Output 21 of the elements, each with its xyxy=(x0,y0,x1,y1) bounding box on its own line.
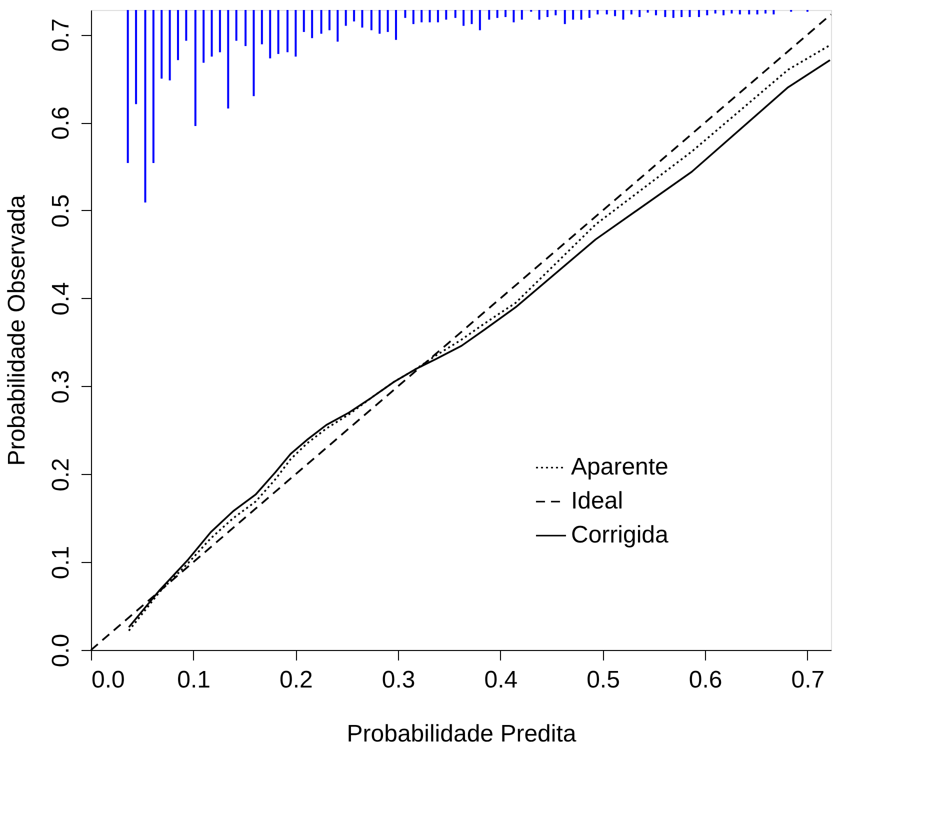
x-tick-label: 0.3 xyxy=(382,666,416,694)
x-tick-label: 0.0 xyxy=(92,666,125,694)
y-tick-label: 0.5 xyxy=(48,194,74,228)
legend-label: Aparente xyxy=(571,454,668,481)
y-tick-label: 0.2 xyxy=(48,458,74,492)
x-tick-label: 0.1 xyxy=(177,666,211,694)
y-tick-label: 0.1 xyxy=(48,546,74,580)
y-tick-label: 0.6 xyxy=(48,106,74,140)
y-tick-label: 0.3 xyxy=(48,370,74,404)
y-tick-label: 0.0 xyxy=(48,634,74,668)
y-tick-label: 0.7 xyxy=(48,18,74,52)
x-tick-label: 0.6 xyxy=(688,666,722,694)
x-axis-title: Probabilidade Predita xyxy=(346,720,577,748)
x-tick-label: 0.4 xyxy=(484,666,518,694)
x-tick-label: 0.7 xyxy=(791,666,825,694)
x-tick-label: 0.5 xyxy=(586,666,620,694)
legend-label: Corrigida xyxy=(571,522,670,549)
y-axis-title: Probabilidade Observada xyxy=(4,194,30,466)
x-tick-label: 0.2 xyxy=(280,666,313,694)
legend-label: Ideal xyxy=(571,488,624,515)
y-tick-label: 0.4 xyxy=(48,282,74,316)
